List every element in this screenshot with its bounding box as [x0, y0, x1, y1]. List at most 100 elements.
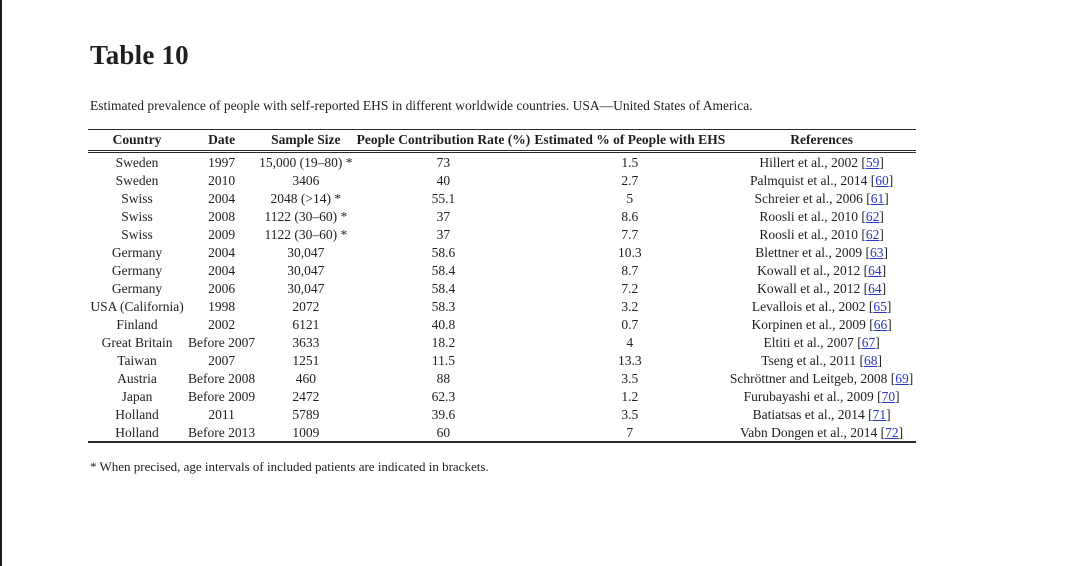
- reference-link[interactable]: 61: [870, 190, 885, 206]
- reference-link[interactable]: 64: [868, 280, 882, 296]
- reference-link[interactable]: 62: [865, 208, 880, 224]
- table-row: Swiss 2009 1122 (30–60) * 37 7.7 Roosli …: [88, 225, 916, 243]
- cell-sample-size: 5789: [292, 406, 320, 422]
- cell-country: Austria: [117, 370, 157, 386]
- reference-text: Eltiti et al., 2007: [763, 334, 854, 350]
- table-row: Great Britain Before 2007 3633 18.2 4 El…: [88, 333, 916, 351]
- table-footnote: * When precised, age intervals of includ…: [90, 459, 489, 474]
- table-row: Swiss 2004 2048 (>14) * 55.1 5 Schreier …: [88, 189, 916, 207]
- reference-bracket-open: [: [870, 172, 876, 188]
- reference-link[interactable]: 59: [865, 154, 880, 170]
- cell-estimated-pct: 10.3: [617, 244, 642, 260]
- reference-bracket-close: ]: [886, 406, 891, 422]
- reference-bracket-close: ]: [881, 262, 887, 278]
- cell-date: 2008: [208, 208, 236, 224]
- cell-contribution-rate: 37: [436, 208, 451, 224]
- cell-country: Swiss: [121, 208, 153, 224]
- cell-reference: Kowall et al., 2012 [64]: [727, 261, 916, 279]
- reference-text: Palmquist et al., 2014: [749, 172, 868, 188]
- reference-text: Roosli et al., 2010: [759, 226, 858, 242]
- cell-sample-size: 1009: [292, 424, 320, 440]
- cell-sample-size: 3633: [292, 334, 320, 350]
- table-row: USA (California) 1998 2072 58.3 3.2 Leva…: [88, 297, 916, 315]
- reference-text: Furubayashi et al., 2009: [743, 388, 874, 404]
- cell-estimated-pct: 1.5: [621, 154, 639, 170]
- reference-link[interactable]: 65: [873, 298, 887, 314]
- cell-country: Taiwan: [117, 352, 157, 368]
- reference-bracket-open: [: [868, 406, 873, 422]
- cell-date: Before 2009: [188, 388, 256, 404]
- reference-text: Schreier et al., 2006: [754, 190, 863, 206]
- reference-text: Kowall et al., 2012: [757, 280, 861, 296]
- reference-link[interactable]: 63: [869, 244, 884, 260]
- reference-bracket-close: ]: [879, 226, 884, 242]
- cell-sample-size: 2472: [292, 388, 320, 404]
- reference-bracket-close: ]: [881, 280, 887, 296]
- table-row: Germany 2004 30,047 58.6 10.3 Blettner e…: [88, 243, 916, 261]
- reference-text: Batiatsas et al., 2014: [752, 406, 865, 422]
- cell-estimated-pct: 1.2: [621, 388, 639, 404]
- reference-text: Korpinen et al., 2009: [751, 316, 866, 332]
- reference-link[interactable]: 69: [895, 370, 909, 386]
- reference-bracket-close: ]: [875, 334, 880, 350]
- cell-sample-size: 3406: [292, 172, 320, 188]
- reference-link[interactable]: 72: [885, 424, 899, 440]
- cell-estimated-pct: 0.7: [621, 316, 639, 332]
- cell-sample-size: 15,000 (19–80) *: [259, 154, 353, 170]
- cell-estimated-pct: 8.6: [621, 208, 639, 224]
- cell-reference: Hillert et al., 2002 [59]: [727, 152, 916, 172]
- cell-contribution-rate: 58.3: [431, 298, 456, 314]
- reference-link[interactable]: 60: [875, 172, 889, 188]
- reference-link[interactable]: 70: [881, 388, 896, 404]
- cell-date: 2004: [208, 244, 236, 260]
- reference-bracket-close: ]: [898, 424, 904, 440]
- cell-date: Before 2007: [188, 334, 256, 350]
- cell-country: Japan: [121, 388, 153, 404]
- cell-reference: Blettner et al., 2009 [63]: [727, 243, 916, 261]
- table-row: Taiwan 2007 1251 11.5 13.3 Tseng et al.,…: [88, 351, 916, 369]
- cell-estimated-pct: 13.3: [617, 352, 642, 368]
- cell-reference: Furubayashi et al., 2009 [70]: [727, 387, 916, 405]
- cell-estimated-pct: 7.7: [621, 226, 639, 242]
- cell-date: 2002: [208, 316, 236, 332]
- reference-link[interactable]: 66: [873, 316, 888, 332]
- reference-bracket-close: ]: [884, 190, 889, 206]
- cell-estimated-pct: 7.2: [621, 280, 639, 296]
- cell-date: 2007: [208, 352, 236, 368]
- reference-link[interactable]: 64: [868, 262, 882, 278]
- cell-reference: Schreier et al., 2006 [61]: [727, 189, 916, 207]
- reference-bracket-close: ]: [888, 172, 894, 188]
- cell-country: Sweden: [115, 172, 159, 188]
- cell-date: 2004: [208, 190, 236, 206]
- reference-bracket-open: [: [859, 352, 865, 368]
- reference-bracket-open: [: [866, 190, 871, 206]
- cell-contribution-rate: 40.8: [431, 316, 456, 332]
- reference-bracket-close: ]: [879, 208, 884, 224]
- cell-contribution-rate: 18.2: [431, 334, 456, 350]
- cell-sample-size: 30,047: [287, 262, 325, 278]
- cell-country: USA (California): [90, 298, 184, 314]
- cell-country: Sweden: [115, 154, 159, 170]
- cell-sample-size: 2072: [292, 298, 320, 314]
- reference-bracket-open: [: [857, 334, 862, 350]
- reference-link[interactable]: 62: [865, 226, 880, 242]
- cell-estimated-pct: 2.7: [621, 172, 639, 188]
- cell-estimated-pct: 3.5: [621, 406, 639, 422]
- reference-link[interactable]: 67: [861, 334, 876, 350]
- table-row: Germany 2004 30,047 58.4 8.7 Kowall et a…: [88, 261, 916, 279]
- table-title: Table 10: [90, 40, 189, 70]
- reference-bracket-open: [: [890, 370, 896, 386]
- reference-bracket-close: ]: [886, 298, 892, 314]
- reference-link[interactable]: 71: [872, 406, 887, 422]
- cell-date: 1998: [208, 298, 236, 314]
- table-row: Swiss 2008 1122 (30–60) * 37 8.6 Roosli …: [88, 207, 916, 225]
- cell-country: Swiss: [121, 226, 153, 242]
- col-header-country: Country: [88, 129, 187, 153]
- cell-reference: Kowall et al., 2012 [64]: [727, 279, 916, 297]
- reference-link[interactable]: 68: [864, 352, 878, 368]
- cell-country: Germany: [111, 280, 163, 296]
- reference-text: Schröttner and Leitgeb, 2008: [729, 370, 888, 386]
- reference-bracket-open: [: [861, 226, 866, 242]
- cell-country: Great Britain: [101, 334, 173, 350]
